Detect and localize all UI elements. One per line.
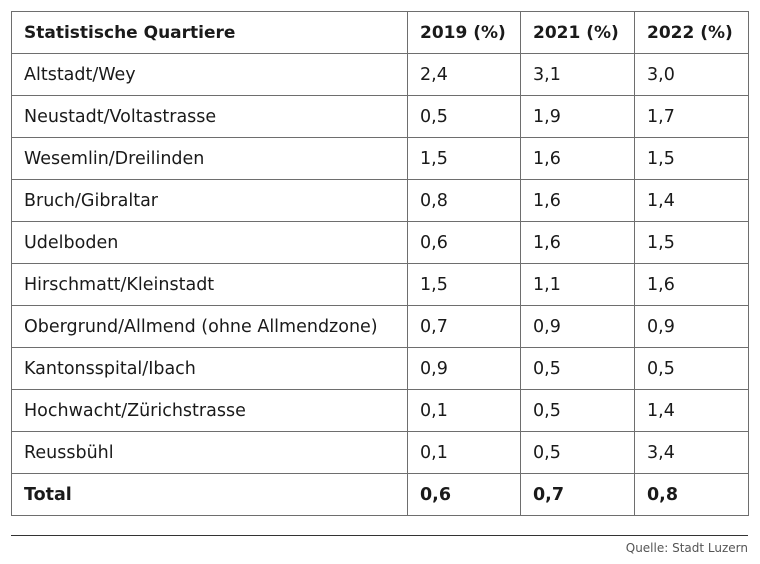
table-header-row: Statistische Quartiere 2019 (%) 2021 (%)… — [11, 11, 749, 54]
cell-2021: 1,6 — [520, 137, 635, 180]
footer-divider — [11, 535, 748, 536]
cell-quartier: Hochwacht/Zürichstrasse — [11, 389, 408, 432]
table-row: Hochwacht/Zürichstrasse 0,1 0,5 1,4 — [11, 389, 749, 432]
cell-2022: 1,5 — [634, 137, 749, 180]
cell-2019: 2,4 — [407, 53, 521, 96]
cell-quartier: Reussbühl — [11, 431, 408, 474]
cell-quartier: Bruch/Gibraltar — [11, 179, 408, 222]
cell-2022: 3,0 — [634, 53, 749, 96]
cell-2021: 1,9 — [520, 95, 635, 138]
cell-2021: 1,1 — [520, 263, 635, 306]
header-2019: 2019 (%) — [407, 11, 521, 54]
cell-quartier: Udelboden — [11, 221, 408, 264]
cell-2019: 1,5 — [407, 263, 521, 306]
source-note: Quelle: Stadt Luzern — [625, 541, 748, 555]
cell-2022: 3,4 — [634, 431, 749, 474]
cell-2022: 1,4 — [634, 179, 749, 222]
cell-2021: 1,6 — [520, 221, 635, 264]
table-row: Udelboden 0,6 1,6 1,5 — [11, 221, 749, 264]
data-table: Statistische Quartiere 2019 (%) 2021 (%)… — [11, 11, 749, 516]
cell-2021: 0,5 — [520, 389, 635, 432]
cell-2022: 1,4 — [634, 389, 749, 432]
cell-2019: 1,5 — [407, 137, 521, 180]
cell-2019: 0,1 — [407, 431, 521, 474]
table-row: Kantonsspital/Ibach 0,9 0,5 0,5 — [11, 347, 749, 390]
cell-2021: 1,6 — [520, 179, 635, 222]
cell-2022: 0,5 — [634, 347, 749, 390]
cell-2019: 0,9 — [407, 347, 521, 390]
cell-2019: 0,5 — [407, 95, 521, 138]
cell-quartier: Hirschmatt/Kleinstadt — [11, 263, 408, 306]
cell-2019: 0,6 — [407, 221, 521, 264]
cell-quartier: Kantonsspital/Ibach — [11, 347, 408, 390]
cell-quartier: Obergrund/Allmend (ohne Allmendzone) — [11, 305, 408, 348]
cell-2022: 1,6 — [634, 263, 749, 306]
header-2022: 2022 (%) — [634, 11, 749, 54]
table-row: Altstadt/Wey 2,4 3,1 3,0 — [11, 53, 749, 96]
cell-2021: 0,5 — [520, 347, 635, 390]
total-2022: 0,8 — [634, 473, 749, 516]
table-row: Wesemlin/Dreilinden 1,5 1,6 1,5 — [11, 137, 749, 180]
table-row: Obergrund/Allmend (ohne Allmendzone) 0,7… — [11, 305, 749, 348]
table-row: Reussbühl 0,1 0,5 3,4 — [11, 431, 749, 474]
table-row: Neustadt/Voltastrasse 0,5 1,9 1,7 — [11, 95, 749, 138]
cell-2019: 0,8 — [407, 179, 521, 222]
table-row: Bruch/Gibraltar 0,8 1,6 1,4 — [11, 179, 749, 222]
cell-2022: 1,5 — [634, 221, 749, 264]
total-2021: 0,7 — [520, 473, 635, 516]
cell-2022: 1,7 — [634, 95, 749, 138]
cell-2021: 0,5 — [520, 431, 635, 474]
cell-2022: 0,9 — [634, 305, 749, 348]
cell-quartier: Wesemlin/Dreilinden — [11, 137, 408, 180]
total-2019: 0,6 — [407, 473, 521, 516]
header-2021: 2021 (%) — [520, 11, 635, 54]
cell-quartier: Neustadt/Voltastrasse — [11, 95, 408, 138]
header-quartiere: Statistische Quartiere — [11, 11, 408, 54]
total-label: Total — [11, 473, 408, 516]
cell-quartier: Altstadt/Wey — [11, 53, 408, 96]
table-total-row: Total 0,6 0,7 0,8 — [11, 473, 749, 516]
table-row: Hirschmatt/Kleinstadt 1,5 1,1 1,6 — [11, 263, 749, 306]
cell-2019: 0,7 — [407, 305, 521, 348]
cell-2021: 0,9 — [520, 305, 635, 348]
cell-2019: 0,1 — [407, 389, 521, 432]
cell-2021: 3,1 — [520, 53, 635, 96]
